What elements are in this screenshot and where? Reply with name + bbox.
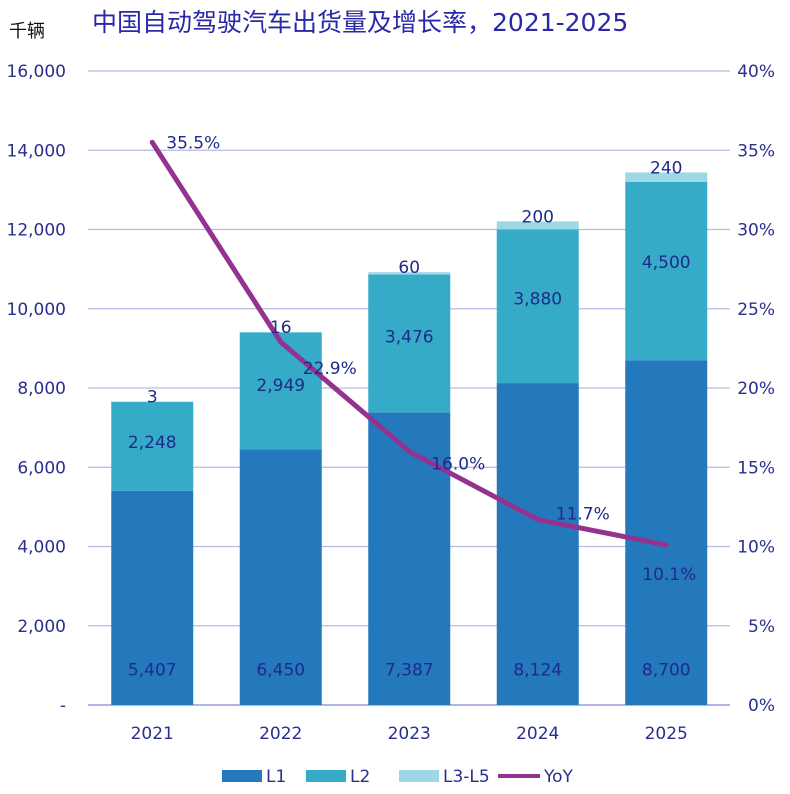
y-tick-label: 12,000 [7, 221, 66, 241]
bar-l1-2024 [496, 383, 579, 705]
yoy-point [406, 448, 412, 454]
bar-l2-2021 [111, 401, 194, 491]
y2-tick-label: 0% [748, 696, 775, 716]
y-tick-label: 8,000 [17, 379, 66, 399]
data-label-layer: 5,407 2,248 3 6,450 2,949 16 7,387 3,476 60 8,124… [128, 133, 696, 680]
legend-label: L3-L5 [443, 767, 490, 787]
bar-l3-l5-2025 [625, 172, 708, 182]
y2-tick-label: 20% [737, 379, 775, 399]
x-tick-label: 2025 [645, 724, 688, 744]
data-label-l3-l5: 240 [650, 158, 682, 178]
bar-l1-2025 [625, 360, 708, 705]
bar-l3-l5-2024 [496, 221, 579, 230]
legend-swatch-l2 [306, 770, 346, 782]
bar-l2-2025 [625, 181, 708, 361]
x-tick-label: 2022 [259, 724, 302, 744]
y2-tick-label: 15% [737, 458, 775, 478]
data-label-l1: 8,700 [642, 660, 691, 680]
data-label-l1: 7,387 [385, 660, 434, 680]
y2-tick-label: 5% [748, 617, 775, 637]
y-tick-label: 6,000 [17, 458, 66, 478]
bar-l2-2024 [496, 229, 579, 384]
legend-label: L2 [350, 767, 370, 787]
yoy-data-label: 22.9% [303, 359, 357, 379]
yoy-line-layer [149, 139, 669, 548]
y2-tick-label: 35% [737, 141, 775, 161]
legend-swatch-l3-l5 [399, 770, 439, 782]
y-tick-label: - [60, 696, 66, 716]
yoy-point [149, 139, 155, 145]
data-label-l2: 3,476 [385, 328, 434, 348]
yoy-point [278, 339, 284, 345]
data-label-l3-l5: 3 [147, 388, 158, 408]
bar-l1-2022 [239, 449, 322, 705]
legend-swatch-l1 [222, 770, 262, 782]
y2-tick-label: 25% [737, 300, 775, 320]
bar-l2-2023 [368, 274, 451, 413]
yoy-point [535, 517, 541, 523]
x-tick-label: 2023 [388, 724, 431, 744]
y2-tick-label: 30% [737, 221, 775, 241]
data-label-l1: 8,124 [513, 660, 562, 680]
y-tick-label: 16,000 [7, 62, 66, 82]
y-tick-label: 2,000 [17, 617, 66, 637]
x-tick-label: 2021 [131, 724, 174, 744]
data-label-l3-l5: 200 [522, 207, 554, 227]
bar-l3-l5-2023 [368, 272, 451, 275]
y-axis-unit-label: 千辆 [9, 21, 45, 42]
x-tick-label: 2024 [516, 724, 559, 744]
chart-title: 中国自动驾驶汽车出货量及增长率，2021-2025 [92, 8, 628, 37]
bar-l1-2021 [111, 490, 194, 705]
data-label-l3-l5: 16 [270, 318, 292, 338]
legend: L1 L2 L3-L5 YoY [222, 767, 574, 787]
yoy-point [663, 542, 669, 548]
y2-tick-label: 40% [737, 62, 775, 82]
data-label-l3-l5: 60 [398, 258, 420, 278]
yoy-data-label: 10.1% [642, 565, 696, 585]
data-label-l2: 4,500 [642, 253, 691, 273]
legend-label: L1 [266, 767, 286, 787]
y-tick-label: 10,000 [7, 300, 66, 320]
bar-l1-2023 [368, 412, 451, 705]
data-label-l1: 5,407 [128, 660, 177, 680]
data-label-l2: 2,949 [256, 376, 305, 396]
legend-label: YoY [543, 767, 574, 787]
y2-tick-label: 10% [737, 538, 775, 558]
yoy-data-label: 35.5% [166, 133, 220, 153]
data-label-l2: 3,880 [513, 290, 562, 310]
y-tick-label: 4,000 [17, 538, 66, 558]
bar-l3-l5-2022 [239, 331, 322, 333]
bar-l2-2022 [239, 332, 322, 450]
y-tick-label: 14,000 [7, 141, 66, 161]
axis-layer: - 0% 2,000 5% 4,000 10% 6,000 15% 8,000 20% 10,000… [7, 62, 775, 744]
data-label-l2: 2,248 [128, 433, 177, 453]
bar-layer [111, 172, 708, 705]
bar-l3-l5-2021 [111, 401, 194, 403]
yoy-data-label: 11.7% [556, 505, 610, 525]
data-label-l1: 6,450 [256, 660, 305, 680]
yoy-data-label: 16.0% [431, 454, 485, 474]
